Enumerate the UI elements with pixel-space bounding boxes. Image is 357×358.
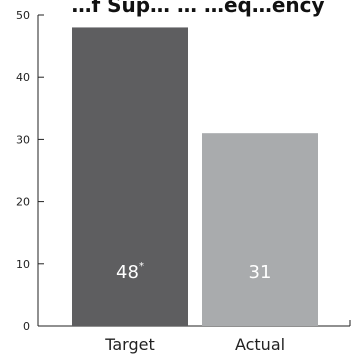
data-label-footnote-mark: * xyxy=(139,261,144,272)
y-tick-label: 50 xyxy=(16,9,30,22)
value-labels: 48* 31 xyxy=(116,261,271,283)
category-labels: Target Actual xyxy=(104,335,285,354)
y-tick-label: 10 xyxy=(16,258,30,271)
bars xyxy=(72,27,318,326)
data-label-target: 48* xyxy=(116,261,144,283)
x-tick-label-actual: Actual xyxy=(235,335,285,354)
y-tick-label: 0 xyxy=(23,320,30,333)
y-tick-label: 20 xyxy=(16,196,30,209)
y-tick-label: 40 xyxy=(16,71,30,84)
x-tick-label-target: Target xyxy=(104,335,155,354)
data-label-actual: 31 xyxy=(249,262,272,283)
y-tick-label: 30 xyxy=(16,133,30,146)
bar-target xyxy=(72,27,188,326)
bar-actual xyxy=(202,133,318,326)
chart-title: …f Sup… … …eq…ency xyxy=(71,0,324,17)
